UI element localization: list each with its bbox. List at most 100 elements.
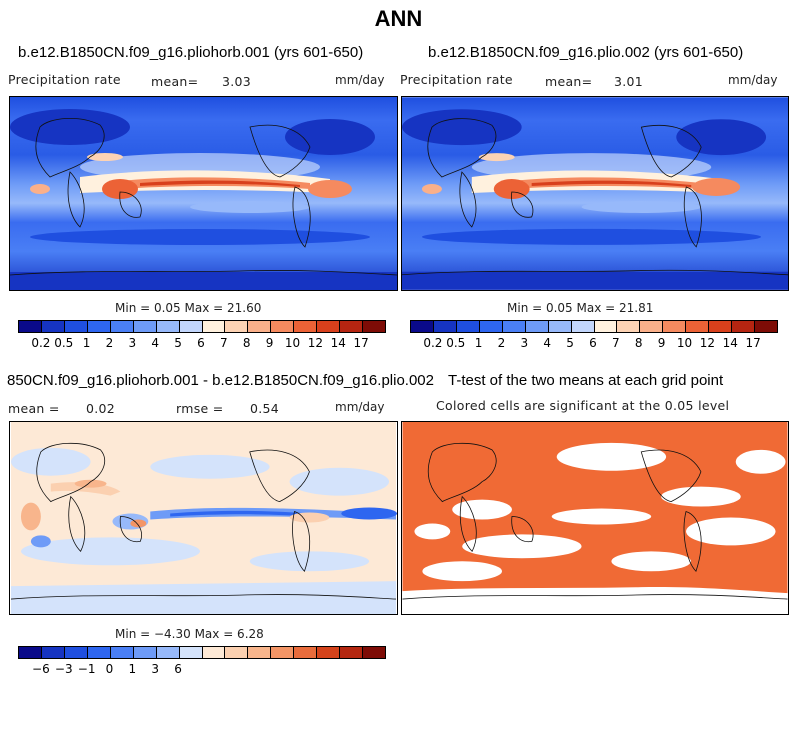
panel4-significance-field [402, 422, 788, 614]
colorbar-tick-label: 4 [151, 336, 160, 350]
colorbar-box [456, 321, 480, 332]
colorbar-box [248, 321, 272, 332]
colorbar-tick-label: 0.2 [31, 336, 51, 350]
panel3-colorbar [18, 646, 386, 659]
colorbar-tick-label: −1 [77, 662, 96, 676]
colorbar-box [202, 321, 226, 332]
panel3-minmax: Min = −4.30 Max = 6.28 [115, 627, 264, 641]
panel2-colorbar [410, 320, 778, 333]
colorbar-tick-label: 8 [242, 336, 251, 350]
colorbar-tick-label: 12 [307, 336, 324, 350]
colorbar-box [271, 647, 295, 658]
colorbar-tick-label: 6 [589, 336, 597, 350]
colorbar-tick-label: 3 [128, 336, 137, 350]
colorbar-box [317, 321, 341, 332]
colorbar-box [248, 647, 272, 658]
colorbar-tick-label: 4 [543, 336, 552, 350]
colorbar-box [755, 321, 777, 332]
colorbar-box [179, 321, 203, 332]
panel2-variable: Precipitation rate [400, 72, 513, 87]
colorbar-box [19, 647, 42, 658]
colorbar-box [686, 321, 710, 332]
colorbar-tick-label: 6 [174, 662, 182, 676]
colorbar-box [571, 321, 595, 332]
colorbar-box [156, 321, 180, 332]
colorbar-tick-label: 3 [151, 662, 160, 676]
colorbar-box [502, 321, 526, 332]
colorbar-box [41, 647, 65, 658]
panel2-minmax: Min = 0.05 Max = 21.81 [507, 301, 654, 315]
colorbar-tick-label: 1 [82, 336, 91, 350]
panel2-map [401, 96, 789, 291]
panel1-title: b.e12.B1850CN.f09_g16.pliohorb.001 (yrs … [18, 44, 364, 61]
colorbar-box [479, 321, 503, 332]
colorbar-box [363, 321, 385, 332]
colorbar-tick-label: 14 [722, 336, 738, 350]
colorbar-tick-label: 5 [566, 336, 574, 350]
colorbar-tick-label: 1 [474, 336, 483, 350]
colorbar-box [709, 321, 733, 332]
colorbar-box [271, 321, 295, 332]
colorbar-tick-label: 10 [676, 336, 693, 350]
colorbar-tick-label: 3 [520, 336, 529, 350]
colorbar-box [294, 321, 318, 332]
panel2-precip-field [402, 97, 788, 290]
panel2-units: mm/day [728, 73, 778, 87]
panel3-units: mm/day [335, 400, 385, 414]
colorbar-box [225, 647, 249, 658]
panel1-map [9, 96, 398, 291]
panel3-title: 850CN.f09_g16.pliohorb.001 - b.e12.B1850… [7, 372, 434, 389]
panel2-mean-value: 3.01 [614, 74, 644, 89]
panel1-minmax: Min = 0.05 Max = 21.60 [115, 301, 262, 315]
colorbar-box [110, 321, 134, 332]
colorbar-box [19, 321, 42, 332]
panel2-title: b.e12.B1850CN.f09_g16.plio.002 (yrs 601-… [428, 44, 744, 61]
panel4-subtitle: Colored cells are significant at the 0.0… [436, 398, 730, 413]
colorbar-tick-label: 9 [265, 336, 274, 350]
panel3-mean-label: mean = [8, 401, 60, 416]
panel4-title: T-test of the two means at each grid poi… [448, 372, 724, 389]
panel4-map [401, 421, 789, 615]
colorbar-tick-label: 17 [745, 336, 761, 350]
colorbar-box [64, 321, 88, 332]
colorbar-box [179, 647, 203, 658]
colorbar-tick-label: 14 [330, 336, 346, 350]
colorbar-tick-label: 10 [284, 336, 301, 350]
panel3-map [9, 421, 398, 615]
figure-title: ANN [374, 6, 423, 31]
colorbar-tick-label: −3 [54, 662, 73, 676]
panel1-precip-field [10, 97, 397, 290]
colorbar-tick-label: 0 [105, 662, 114, 676]
colorbar-tick-label: 0.5 [446, 336, 466, 350]
colorbar-box [87, 321, 111, 332]
panel3-colorbar-labels: −6 −3 −1 0 1 3 6 [18, 662, 384, 676]
colorbar-box [363, 647, 385, 658]
colorbar-box [433, 321, 457, 332]
colorbar-box [133, 647, 157, 658]
colorbar-box [41, 321, 65, 332]
colorbar-box [202, 647, 226, 658]
panel3-rmse-label: rmse = [176, 401, 224, 416]
panel1-units: mm/day [335, 73, 385, 87]
colorbar-tick-label: 7 [612, 336, 620, 350]
colorbar-box [225, 321, 249, 332]
colorbar-box [340, 647, 364, 658]
colorbar-tick-label: 0.5 [54, 336, 74, 350]
colorbar-box [294, 647, 318, 658]
panel1-mean-value: 3.03 [222, 74, 252, 89]
colorbar-tick-label: 7 [220, 336, 228, 350]
colorbar-tick-label: 1 [128, 662, 137, 676]
colorbar-box [133, 321, 157, 332]
colorbar-box [317, 647, 341, 658]
colorbar-box [732, 321, 756, 332]
colorbar-tick-label: 6 [197, 336, 205, 350]
colorbar-tick-label: 2 [497, 336, 506, 350]
colorbar-box [110, 647, 134, 658]
colorbar-tick-label: −6 [32, 662, 50, 676]
colorbar-tick-label: 17 [353, 336, 369, 350]
colorbar-box [525, 321, 549, 332]
panel3-difference-field [10, 422, 397, 614]
colorbar-box [548, 321, 572, 332]
colorbar-box [594, 321, 618, 332]
panel2-colorbar-labels: 0.2 0.5 1 2 3 4 5 6 7 8 9 10 12 14 17 [410, 336, 776, 350]
